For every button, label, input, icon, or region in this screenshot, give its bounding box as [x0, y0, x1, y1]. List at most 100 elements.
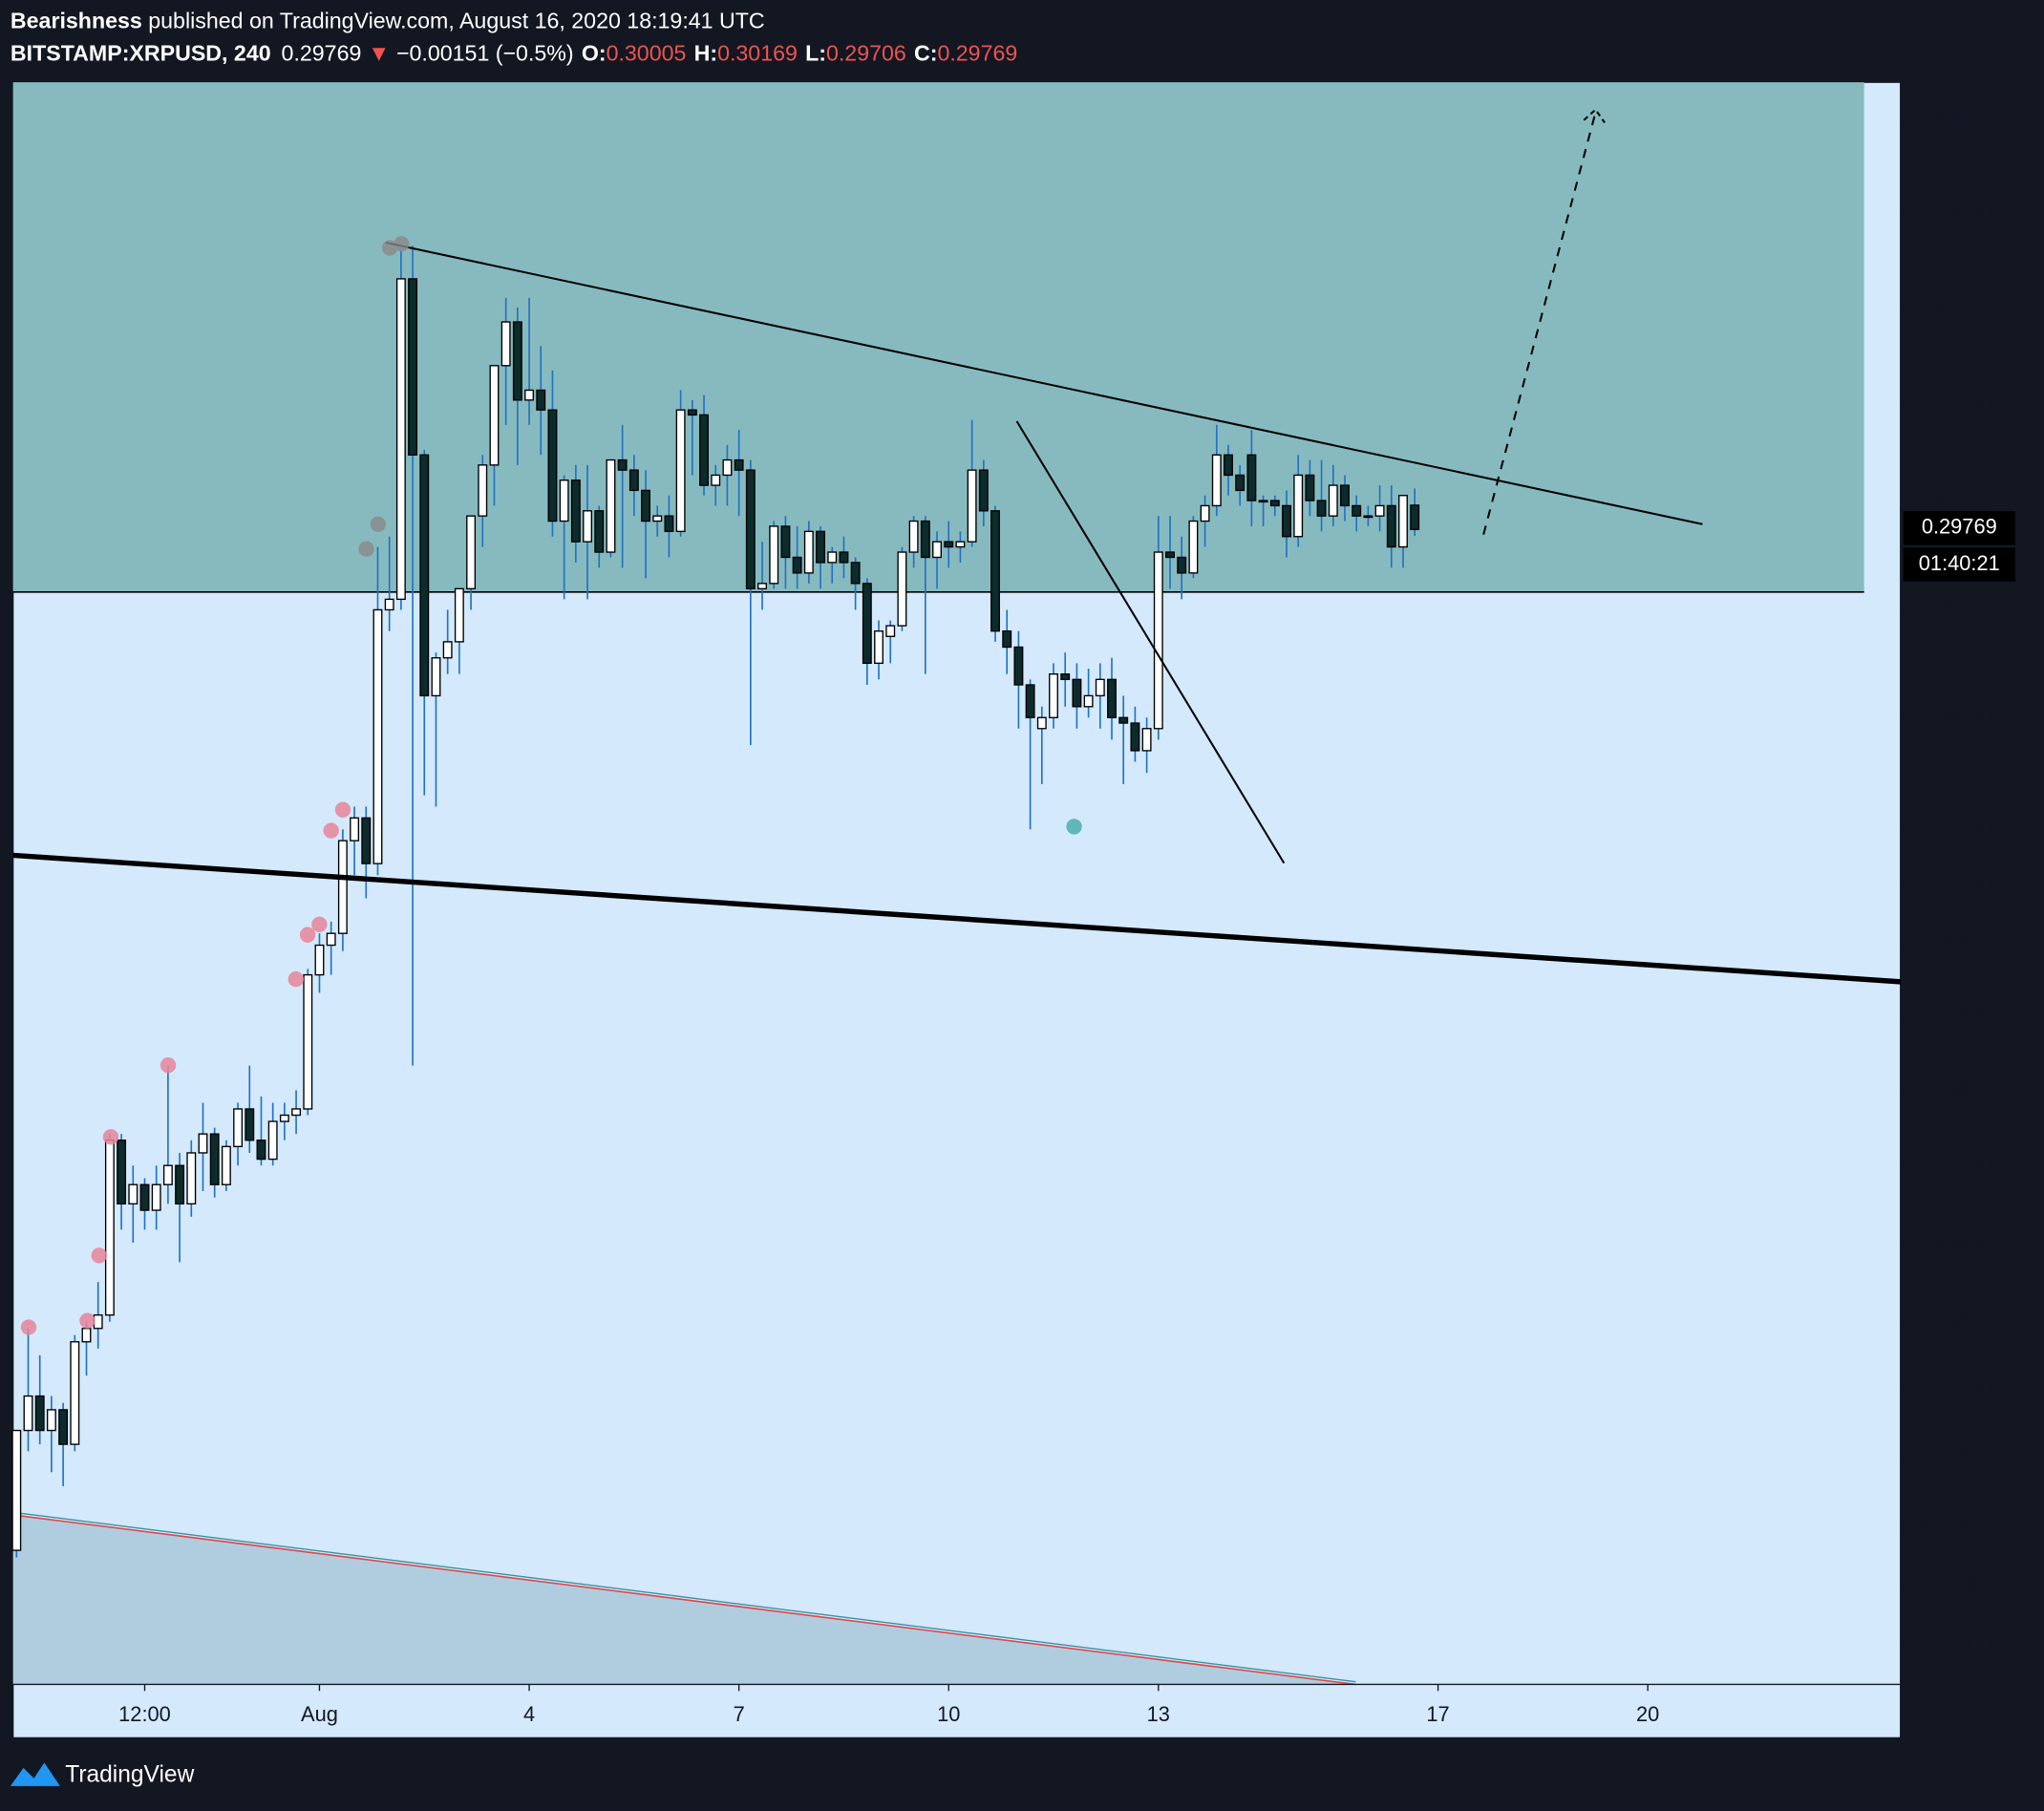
- footer-brand: TradingView: [65, 1761, 194, 1787]
- candle-body: [1107, 678, 1117, 718]
- candle-body: [1118, 716, 1129, 724]
- countdown-box: [1903, 547, 2015, 582]
- candle-body: [641, 489, 651, 522]
- candle-body: [209, 1133, 220, 1185]
- x-tick-label: 4: [523, 1702, 535, 1726]
- candle-body: [920, 520, 930, 559]
- candle-body: [186, 1152, 197, 1205]
- y-tick-label: 0.28000: [1916, 704, 1991, 728]
- candle-body: [1224, 454, 1233, 477]
- resistance-zone: [12, 82, 1864, 592]
- y-tick-label: 0.21500: [1916, 1515, 1991, 1539]
- candle-body: [1386, 504, 1396, 548]
- descending-trend-line: [385, 242, 1703, 525]
- candle-body: [1165, 551, 1175, 559]
- close-label: C:: [914, 41, 937, 66]
- candle-body: [1025, 684, 1035, 718]
- candle-body: [536, 389, 546, 411]
- candle-body: [1177, 556, 1187, 574]
- x-tick-label: 12:00: [118, 1702, 171, 1726]
- candle-body: [303, 973, 313, 1110]
- signal-dot: [91, 1247, 107, 1264]
- candle-body: [606, 458, 616, 553]
- candle-body: [267, 1120, 278, 1161]
- candle-body: [1083, 694, 1094, 708]
- high-label: H:: [694, 41, 717, 66]
- candle-body: [792, 556, 802, 574]
- candle-body: [547, 409, 558, 522]
- logo: [10, 1762, 60, 1786]
- candle-body: [93, 1314, 103, 1330]
- y-tick-label: 0.21100: [1916, 1573, 1990, 1597]
- author: Bearishness: [11, 8, 142, 32]
- signal-dot: [311, 916, 328, 932]
- candle-body: [850, 562, 861, 585]
- top-dots: [358, 236, 410, 557]
- candle-body: [70, 1341, 80, 1445]
- candle-body: [314, 944, 325, 976]
- close: 0.29769: [937, 41, 1017, 66]
- candle-body: [34, 1395, 45, 1432]
- candle-body: [628, 469, 639, 492]
- signal-dot: [160, 1056, 177, 1074]
- candle-body: [128, 1183, 138, 1205]
- candle-body: [885, 625, 896, 637]
- candle-body: [570, 479, 581, 543]
- signal-dot: [334, 801, 351, 818]
- candle-body: [1374, 504, 1385, 517]
- candle-body: [803, 530, 814, 574]
- candle-body: [361, 817, 372, 864]
- y-tick-label: 0.20700: [1916, 1631, 1991, 1655]
- candle-body: [23, 1395, 33, 1432]
- candle-body: [139, 1183, 150, 1211]
- candle-body: [1352, 504, 1362, 517]
- candle-body: [1153, 551, 1163, 730]
- candle-body: [1013, 646, 1024, 686]
- candle-body: [1269, 500, 1280, 507]
- candle-body: [1246, 454, 1257, 501]
- open: 0.30005: [607, 41, 687, 66]
- candle-body: [978, 469, 989, 512]
- signal-dot: [394, 236, 410, 252]
- candle-body: [1211, 454, 1222, 507]
- candle-body: [198, 1133, 208, 1154]
- candle-body: [874, 630, 884, 665]
- candle-body: [1293, 474, 1304, 538]
- change: −0.00151 (−0.5%): [396, 41, 574, 66]
- candle-body: [594, 510, 605, 553]
- candle-body: [1305, 474, 1315, 501]
- candle-body: [955, 541, 966, 548]
- candle-body: [583, 510, 593, 543]
- signal-dot: [358, 541, 374, 557]
- x-tick-label: 7: [734, 1702, 745, 1726]
- y-tick-label: 0.29000: [1916, 596, 1991, 620]
- y-tick-label: 0.27000: [1916, 816, 1991, 840]
- y-tick-label: 0.24200: [1916, 1152, 1991, 1176]
- candle-body: [233, 1108, 244, 1148]
- candle-body: [990, 510, 1000, 632]
- candle-body: [500, 321, 511, 367]
- candle-body: [279, 1114, 289, 1122]
- candle-body: [1141, 728, 1152, 752]
- candle-body: [58, 1409, 69, 1445]
- symbol: BITSTAMP:XRPUSD, 240: [11, 41, 271, 66]
- candle-body: [699, 414, 709, 486]
- countdown: 01:40:21: [1919, 551, 2000, 575]
- x-tick-label: 10: [937, 1702, 960, 1726]
- candle-body: [1340, 484, 1350, 507]
- candle-body: [408, 278, 418, 456]
- y-tick-label: 0.33000: [1916, 200, 1991, 224]
- candle-body: [81, 1328, 92, 1343]
- candle-body: [419, 454, 430, 697]
- published: published on TradingView.com, August 16,…: [142, 8, 765, 32]
- y-tick-label: 0.24800: [1916, 1076, 1991, 1100]
- low-dot: [1066, 819, 1082, 835]
- breakout-line: [1015, 420, 1286, 864]
- candle-body: [559, 479, 569, 522]
- plot: [11, 245, 1420, 1558]
- candle-body: [373, 608, 383, 864]
- candle-body: [431, 657, 441, 697]
- logo-mark: [10, 1762, 60, 1786]
